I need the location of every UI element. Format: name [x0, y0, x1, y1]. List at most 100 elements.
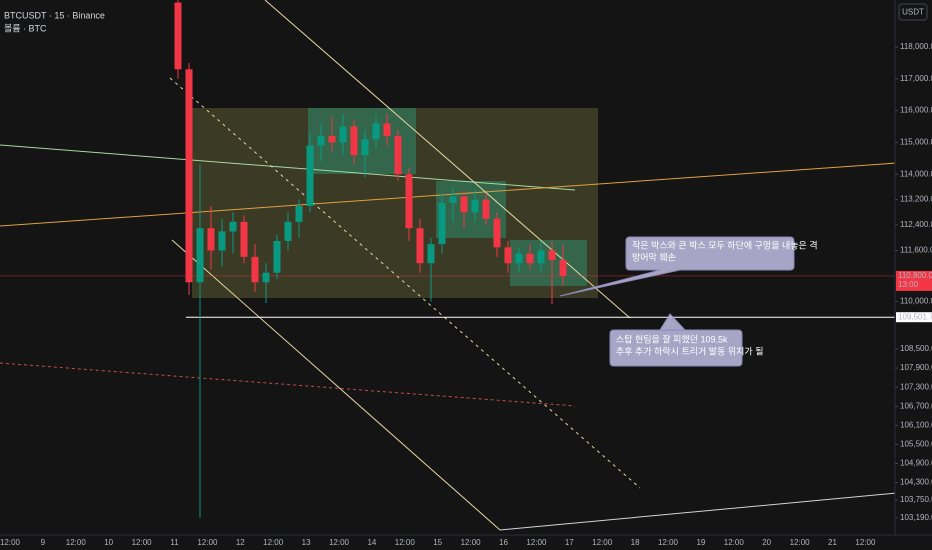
candle-body — [383, 123, 391, 137]
candle-body — [251, 256, 259, 283]
plot — [0, 0, 895, 518]
trend-line — [499, 492, 898, 531]
y-tick-label: 110,000.00 — [900, 296, 932, 305]
annotation-text: 스탑 헌팅을 잘 피했던 109.5k — [616, 333, 728, 344]
x-tick-label: 12 — [236, 538, 245, 547]
y-tick-label: 104,900.00 — [900, 459, 932, 468]
candle-body — [515, 253, 523, 264]
x-tick-label: 12:00 — [0, 538, 21, 547]
candle-body — [350, 126, 358, 156]
x-tick-label: 16 — [499, 538, 508, 547]
callout — [559, 236, 795, 367]
y-tick-label: 106,100.00 — [900, 420, 932, 429]
currency-label[interactable]: USDT — [902, 8, 924, 17]
y-tick-label: 118,000.00 — [900, 42, 932, 51]
y-tick-label: 113,200.00 — [900, 195, 932, 204]
y-tick-label: 108,500.00 — [900, 344, 932, 353]
currency-button[interactable] — [898, 3, 928, 21]
y-tick-label: 107,900.00 — [900, 363, 932, 372]
candle-body — [284, 221, 292, 241]
candle-body — [526, 253, 534, 264]
trend-line — [0, 362, 576, 407]
x-tick-label: 9 — [41, 538, 46, 547]
candle-body — [339, 126, 347, 143]
x-tick-label: 12:00 — [790, 538, 811, 547]
x-tick-label: 13 — [302, 538, 311, 547]
price-label: 109,501.76 — [898, 312, 932, 321]
candle-body — [273, 240, 281, 273]
x-tick-label: 12:00 — [658, 538, 679, 547]
candle-body — [493, 218, 501, 248]
range-box — [510, 240, 587, 286]
trend-line — [0, 144, 576, 191]
subtitle: 볼륨 · BTC — [4, 23, 47, 33]
candle-body — [471, 199, 479, 213]
y-tick-label: 103,750.00 — [900, 495, 932, 504]
x-tick-label: 12:00 — [197, 538, 218, 547]
trend-line — [264, 0, 631, 319]
y-tick-label: 105,500.00 — [900, 440, 932, 449]
x-tick-label: 19 — [696, 538, 705, 547]
candle-body — [306, 145, 314, 206]
price-sublabel: 13:00 — [898, 280, 919, 289]
x-tick-label: 21 — [828, 538, 837, 547]
x-tick-label: 11 — [170, 538, 179, 547]
annotation-text: 작은 박스와 큰 박스 모두 하단에 구멍을 내놓은 격 — [632, 239, 818, 250]
callout-box — [559, 236, 795, 297]
candle-body — [372, 123, 380, 140]
candle-body — [460, 196, 468, 213]
x-tick-label: 12:00 — [461, 538, 482, 547]
y-tick-label: 111,600.00 — [900, 246, 932, 255]
candle-body — [449, 196, 457, 203]
candle-body — [548, 250, 556, 261]
candle-body — [196, 228, 204, 283]
x-tick-label: 12:00 — [329, 538, 350, 547]
x-tick-label: 15 — [433, 538, 442, 547]
y-tick-label: 114,000.00 — [900, 169, 932, 178]
candle-body — [262, 272, 270, 283]
trend-line — [169, 77, 641, 489]
candle-body — [185, 69, 193, 283]
x-tick-label: 12:00 — [263, 538, 284, 547]
x-tick-label: 12:00 — [724, 538, 745, 547]
callout-box — [609, 313, 743, 367]
y-tick-label: 115,000.00 — [900, 138, 932, 147]
x-tick-label: 12:00 — [526, 538, 547, 547]
y-tick-label: 107,300.00 — [900, 382, 932, 391]
chart-title: BTCUSDT · 15 · Binance — [4, 10, 105, 20]
annotation-text: 추후 추가 하락시 트리거 발동 위치가 될 — [616, 345, 763, 356]
x-tick-label: 12:00 — [395, 538, 416, 547]
candle-body — [438, 202, 446, 245]
candle-body — [295, 205, 303, 222]
candle-body — [427, 244, 435, 264]
y-tick-label: 116,000.00 — [900, 106, 932, 115]
candle-body — [317, 136, 325, 146]
candle-body — [559, 260, 567, 276]
x-tick-label: 14 — [367, 538, 376, 547]
y-tick-label: 106,700.00 — [900, 401, 932, 410]
x-tick-label: 18 — [631, 538, 640, 547]
price-label-box — [896, 312, 932, 323]
price-label-box — [896, 270, 932, 291]
candle-body — [174, 2, 182, 70]
x-tick-label: 10 — [104, 538, 113, 547]
candle-body — [207, 228, 215, 251]
candle-body — [482, 199, 490, 219]
candle-body — [229, 221, 237, 232]
candle-body — [405, 174, 413, 229]
candle-body — [394, 136, 402, 175]
y-tick-label: 103,190.00 — [900, 513, 932, 522]
candle-body — [240, 221, 248, 257]
x-tick-label: 12:00 — [592, 538, 613, 547]
x-tick-label: 17 — [565, 538, 574, 547]
x-tick-label: 12:00 — [66, 538, 87, 547]
x-tick-label: 12:00 — [132, 538, 153, 547]
y-tick-label: 112,400.00 — [900, 220, 932, 229]
price-label: 110,800.00 — [898, 271, 932, 280]
trend-line — [0, 162, 898, 227]
candle-body — [218, 231, 226, 251]
candle-body — [328, 136, 336, 143]
trend-line — [171, 239, 501, 531]
